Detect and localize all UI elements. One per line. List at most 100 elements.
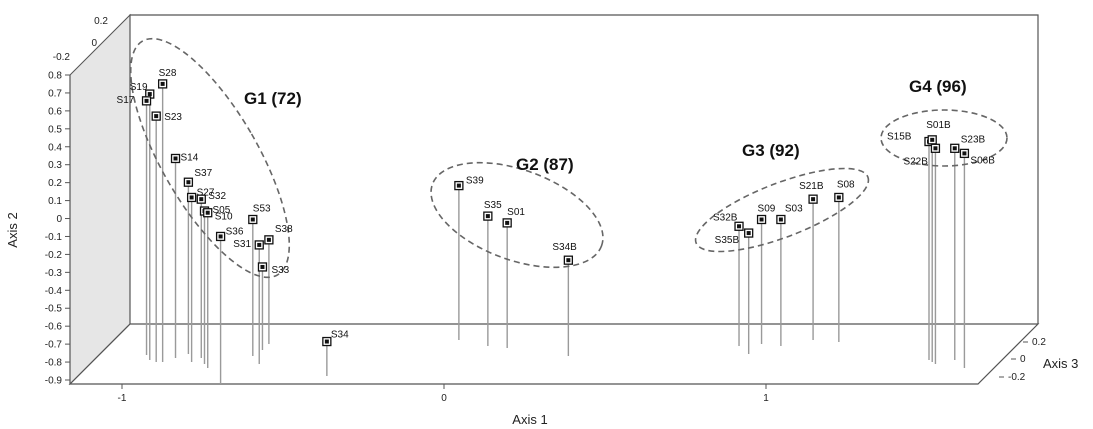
data-point — [834, 192, 844, 203]
data-point — [454, 180, 464, 191]
point-label: S21B — [799, 181, 824, 192]
point-marker-core — [205, 210, 210, 215]
y-axis-title: Axis 2 — [5, 212, 20, 247]
point-label: S01B — [926, 120, 951, 131]
point-marker-core — [933, 146, 938, 151]
point-label: S08 — [837, 179, 855, 190]
point-label: S27 — [197, 187, 215, 198]
data-point — [959, 148, 970, 159]
point-label: S33 — [271, 265, 289, 276]
point-label: S36 — [226, 226, 244, 237]
floor-edge — [68, 323, 1040, 385]
point-marker-core — [759, 217, 764, 222]
data-point — [734, 221, 744, 231]
z-tick-label-back: -0.2 — [53, 52, 71, 63]
data-point — [744, 228, 754, 238]
point-label: S32B — [713, 212, 738, 223]
point-marker-core — [189, 195, 194, 200]
data-point — [248, 214, 258, 225]
point-marker-core — [737, 224, 742, 229]
point-marker-core — [186, 180, 191, 185]
group-label: G3 (92) — [742, 141, 800, 160]
data-point — [196, 194, 206, 204]
point-marker-core — [257, 242, 262, 247]
y-tick-label: -0.9 — [45, 376, 63, 387]
point-label: S09 — [758, 204, 776, 215]
point-marker-core — [250, 217, 255, 222]
axis-ticks: 0.8 0.7 0.6 0.5 0.4 0.3 0.2 0.1 0 -0.1 -0.2 -0.3 -0.… — [45, 16, 1047, 404]
group-label: G1 (72) — [244, 89, 302, 108]
point-marker-core — [746, 231, 751, 236]
point-label: S31 — [233, 239, 251, 250]
group-ellipse — [880, 109, 1008, 167]
point-marker-core — [952, 146, 957, 151]
group-ellipse — [430, 161, 604, 269]
x-axis-title: Axis 1 — [512, 412, 547, 427]
data-point — [151, 111, 161, 121]
y-tick-label: 0.1 — [48, 196, 62, 207]
data-point — [950, 143, 960, 153]
data-point — [183, 177, 194, 187]
y-tick-label: 0.5 — [48, 124, 62, 135]
point-label: S28 — [159, 68, 177, 79]
y-tick-label: -0.5 — [45, 304, 63, 315]
group-ellipses: G1 (72) G2 (87) G3 (92) G4 (96) — [129, 37, 1008, 279]
point-label: S38 — [275, 224, 293, 235]
y-tick-label: 0.7 — [48, 88, 62, 99]
point-marker-core — [199, 197, 204, 202]
y-tick-label: 0.3 — [48, 160, 62, 171]
point-marker-core — [160, 81, 165, 86]
y-tick-label: -0.4 — [45, 286, 63, 297]
data-point — [502, 218, 512, 228]
z-tick-label-back: 0 — [91, 38, 97, 49]
data-point — [257, 262, 268, 272]
data-point — [927, 135, 937, 145]
point-marker-core — [218, 234, 223, 239]
drop-lines — [145, 83, 966, 384]
point-marker-core — [930, 137, 935, 142]
point-marker-core — [147, 92, 152, 97]
y-tick-label: -0.3 — [45, 268, 63, 279]
data-point — [157, 79, 168, 89]
data-point — [215, 231, 226, 242]
data-point — [254, 240, 264, 250]
point-marker-core — [811, 197, 816, 202]
data-point — [264, 235, 274, 245]
z-axis-title: Axis 3 — [1043, 356, 1078, 371]
point-label: S23 — [164, 112, 182, 123]
y-tick-label: -0.2 — [45, 250, 63, 261]
y-tick-label: -0.8 — [45, 358, 63, 369]
y-tick-label: 0.4 — [48, 142, 62, 153]
group-ellipse — [129, 37, 291, 279]
data-point — [170, 153, 181, 164]
y-tick-label: 0.6 — [48, 106, 62, 117]
plot-frame — [68, 13, 1040, 386]
point-marker-core — [566, 258, 571, 263]
data-point — [322, 336, 332, 347]
point-marker-core — [154, 114, 159, 119]
point-label: S01 — [507, 207, 525, 218]
back-wall-edge — [129, 14, 1039, 324]
left-wall — [69, 13, 131, 386]
y-tick-label: -0.7 — [45, 340, 63, 351]
y-tick-label: -0.6 — [45, 322, 63, 333]
point-label: S39 — [466, 176, 484, 187]
x-tick-label: 0 — [441, 393, 447, 404]
group-ellipse — [694, 167, 870, 253]
point-marker-core — [144, 98, 149, 103]
data-point — [756, 214, 767, 225]
point-marker-core — [836, 195, 841, 200]
point-label: S34B — [552, 242, 577, 253]
point-label: S22B — [903, 156, 928, 167]
data-point — [203, 208, 213, 218]
z-tick-label-back: 0.2 — [94, 16, 108, 27]
point-label: S17 — [117, 95, 135, 106]
data-point — [776, 214, 786, 225]
point-label: S10 — [215, 212, 233, 223]
point-marker-core — [324, 339, 329, 344]
x-tick-label: -1 — [118, 393, 127, 404]
point-label: S35 — [484, 200, 502, 211]
point-marker-core — [456, 183, 461, 188]
